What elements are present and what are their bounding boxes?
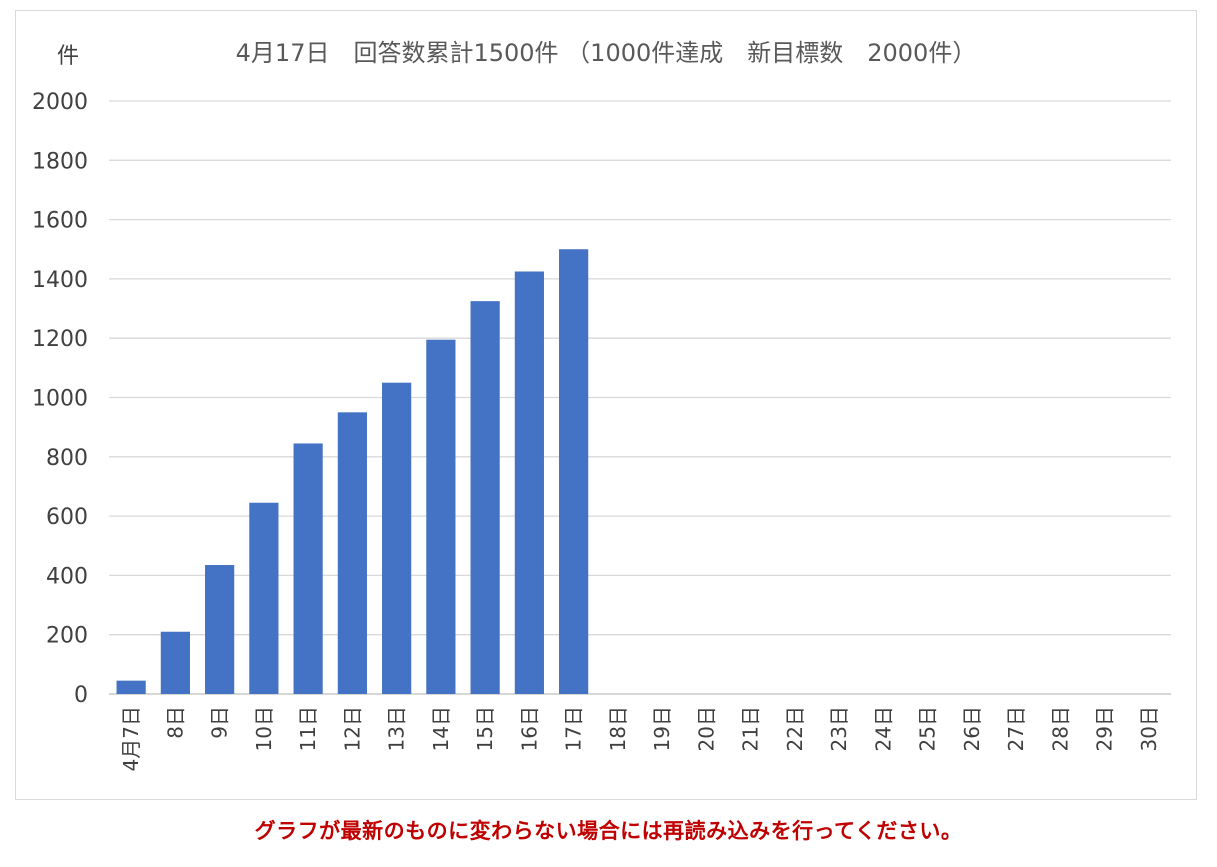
y-tick-label: 2000 (32, 90, 88, 115)
reload-notice: グラフが最新のものに変わらない場合には再読み込みを行ってください。 (254, 819, 963, 843)
x-tick-label: 14日 (429, 706, 453, 751)
bar (116, 680, 146, 694)
y-tick-label: 1200 (32, 327, 88, 352)
y-axis-unit-label: 件 (57, 44, 79, 69)
y-tick-label: 1000 (32, 387, 88, 412)
x-tick-label: 13日 (385, 706, 409, 751)
x-tick-label: 15日 (473, 706, 497, 751)
x-tick-label: 21日 (739, 706, 763, 751)
x-tick-label: 29日 (1093, 706, 1117, 751)
bar (205, 565, 235, 694)
x-tick-label: 17日 (562, 706, 586, 751)
x-axis-ticks: 4月7日 8日 9日 10日 11日 12日 13日 14日 15日 16日 17日 18日 19日 20… (119, 706, 1161, 771)
gridlines (109, 100, 1171, 695)
bar (160, 631, 190, 694)
bar (382, 382, 412, 694)
y-tick-label: 800 (46, 446, 88, 471)
x-tick-label: 10日 (252, 706, 276, 751)
x-tick-label: 19日 (650, 706, 674, 751)
x-tick-label: 30日 (1137, 706, 1161, 751)
chart-title: 4月17日 回答数累計1500件 （1000件達成 新目標数 2000件） (236, 39, 977, 67)
x-tick-label: 8日 (163, 706, 187, 739)
y-tick-label: 1600 (32, 209, 88, 234)
y-tick-label: 200 (46, 624, 88, 649)
bar-chart: 件 4月17日 回答数累計1500件 （1000件達成 新目標数 2000件） … (32, 39, 1171, 771)
x-tick-label: 12日 (340, 706, 364, 751)
bar (337, 412, 367, 694)
y-tick-label: 1800 (32, 149, 88, 174)
bar (559, 249, 589, 694)
x-tick-label: 4月7日 (119, 706, 143, 771)
x-tick-label: 26日 (960, 706, 984, 751)
bar (470, 301, 500, 694)
chart-frame: 件 4月17日 回答数累計1500件 （1000件達成 新目標数 2000件） … (15, 10, 1197, 800)
y-tick-label: 400 (46, 564, 88, 589)
x-tick-label: 22日 (783, 706, 807, 751)
y-tick-label: 1400 (32, 268, 88, 293)
y-tick-label: 600 (46, 505, 88, 530)
x-tick-label: 20日 (694, 706, 718, 751)
x-tick-label: 24日 (871, 706, 895, 751)
x-tick-label: 27日 (1004, 706, 1028, 751)
bar (249, 502, 279, 694)
x-tick-label: 9日 (208, 706, 232, 739)
bar (514, 271, 544, 694)
y-axis-ticks: 0 200 400 600 800 1000 1200 1400 1600 1800 2000 (32, 90, 88, 708)
x-tick-label: 16日 (517, 706, 541, 751)
x-tick-label: 18日 (606, 706, 630, 751)
y-tick-label: 0 (74, 683, 88, 708)
bars (116, 249, 589, 694)
x-tick-label: 23日 (827, 706, 851, 751)
x-tick-label: 28日 (1048, 706, 1072, 751)
bar (426, 339, 456, 694)
bar (293, 443, 323, 694)
x-tick-label: 11日 (296, 706, 320, 751)
x-tick-label: 25日 (916, 706, 940, 751)
